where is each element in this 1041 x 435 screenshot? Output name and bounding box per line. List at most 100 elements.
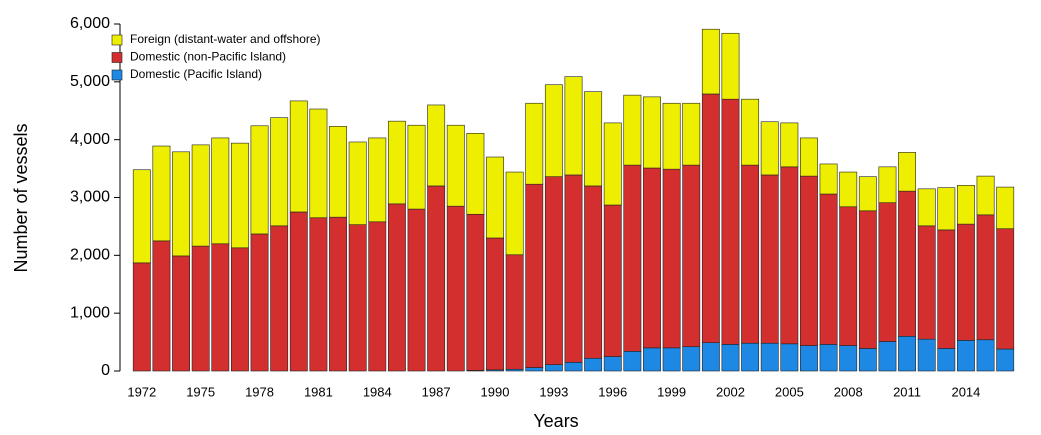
bar-segment: [937, 229, 956, 349]
bar-segment: [721, 98, 740, 345]
bar-segment: [800, 137, 818, 177]
bar-segment: [819, 163, 838, 195]
x-tick-label: 1993: [539, 384, 568, 399]
bar-segment: [957, 185, 975, 225]
bar-segment: [564, 362, 583, 372]
bar-segment: [368, 221, 387, 372]
bar-segment: [584, 357, 603, 372]
bar-segment: [917, 338, 936, 372]
bar-segment: [329, 126, 347, 218]
bar-segment: [132, 262, 151, 372]
bar-segment: [152, 145, 171, 242]
bar-segment: [525, 102, 544, 185]
bar-segment: [564, 174, 583, 363]
x-tick-label: 1981: [304, 384, 333, 399]
x-tick-label: 1984: [363, 384, 392, 399]
y-axis-title: Number of vessels: [11, 123, 31, 272]
bar-segment: [407, 124, 426, 210]
bar-segment: [839, 206, 858, 346]
bar-segment: [387, 203, 406, 372]
bar-segment: [211, 243, 230, 372]
bar-segment: [544, 364, 563, 372]
bar-segment: [348, 141, 367, 225]
bar-segment: [584, 185, 603, 359]
bar-segment: [270, 225, 289, 372]
bar-segment: [191, 144, 210, 247]
bar-segment: [329, 216, 347, 372]
bar-segment: [309, 108, 328, 219]
x-tick-label: 2008: [834, 384, 863, 399]
bar-segment: [898, 335, 917, 372]
bar-segment: [662, 347, 681, 372]
bar-segment: [623, 351, 642, 372]
bar-segment: [132, 169, 151, 264]
bar-segment: [917, 225, 936, 340]
bar-segment: [309, 217, 328, 372]
bar-segment: [957, 340, 975, 372]
bar-segment: [427, 185, 446, 372]
bar-segment: [839, 345, 858, 372]
bar-segment: [996, 348, 1015, 372]
bar-segment: [230, 142, 249, 249]
bar-segment: [858, 348, 877, 372]
x-tick-label: 1975: [186, 384, 215, 399]
bar-segment: [603, 356, 622, 372]
x-tick-label: 1972: [127, 384, 156, 399]
bar-segment: [819, 193, 838, 345]
bar-segment: [682, 102, 701, 166]
bar-segment: [760, 121, 779, 176]
bar-segment: [839, 171, 858, 208]
bar-segment: [544, 176, 563, 365]
bar-segment: [701, 28, 720, 95]
bar-segment: [721, 32, 740, 100]
y-tick-label: 0: [101, 362, 110, 379]
y-tick-label: 2,000: [70, 247, 110, 264]
bar-segment: [741, 164, 760, 344]
bar-segment: [741, 98, 760, 166]
x-tick-label: 1996: [598, 384, 627, 399]
bar-segment: [486, 156, 504, 239]
bar-segment: [368, 137, 387, 223]
legend-label: Domestic (non-Pacific Island): [130, 50, 286, 64]
bar-segment: [603, 122, 622, 206]
x-tick-label: 2005: [775, 384, 804, 399]
bar-segment: [505, 254, 524, 370]
bar-segment: [976, 339, 995, 372]
bar-segment: [780, 166, 799, 345]
bar-segment: [505, 171, 524, 256]
bar-segment: [780, 122, 799, 168]
bar-segment: [172, 255, 190, 372]
bar-segment: [446, 124, 465, 207]
bar-segment: [623, 164, 642, 352]
bar-segment: [917, 188, 936, 227]
bar-segment: [191, 245, 210, 372]
bar-segment: [623, 94, 642, 166]
bar-segment: [760, 342, 779, 372]
bar-segment: [643, 96, 661, 169]
bar-segment: [976, 175, 995, 216]
y-tick-label: 1,000: [70, 304, 110, 321]
bar-segment: [584, 91, 603, 187]
legend-label: Foreign (distant-water and offshore): [130, 32, 321, 46]
bar-segment: [996, 228, 1015, 350]
bar-segment: [819, 344, 838, 372]
y-tick-label: 3,000: [70, 189, 110, 206]
x-axis-title: Years: [533, 411, 578, 431]
bar-segment: [643, 347, 661, 372]
y-tick-label: 6,000: [70, 15, 110, 32]
legend-label: Domestic (Pacific Island): [130, 67, 262, 81]
bar-segment: [446, 205, 465, 372]
bar-segment: [544, 84, 563, 177]
bar-segment: [937, 348, 956, 372]
x-tick-label: 1999: [657, 384, 686, 399]
bar-segment: [172, 151, 190, 257]
bar-segment: [682, 164, 701, 348]
bar-segment: [976, 214, 995, 341]
bar-segment: [466, 133, 485, 215]
bar-segment: [800, 345, 818, 372]
bar-segment: [662, 102, 681, 170]
bar-segment: [407, 208, 426, 372]
x-tick-label: 1990: [481, 384, 510, 399]
bar-segment: [741, 342, 760, 372]
